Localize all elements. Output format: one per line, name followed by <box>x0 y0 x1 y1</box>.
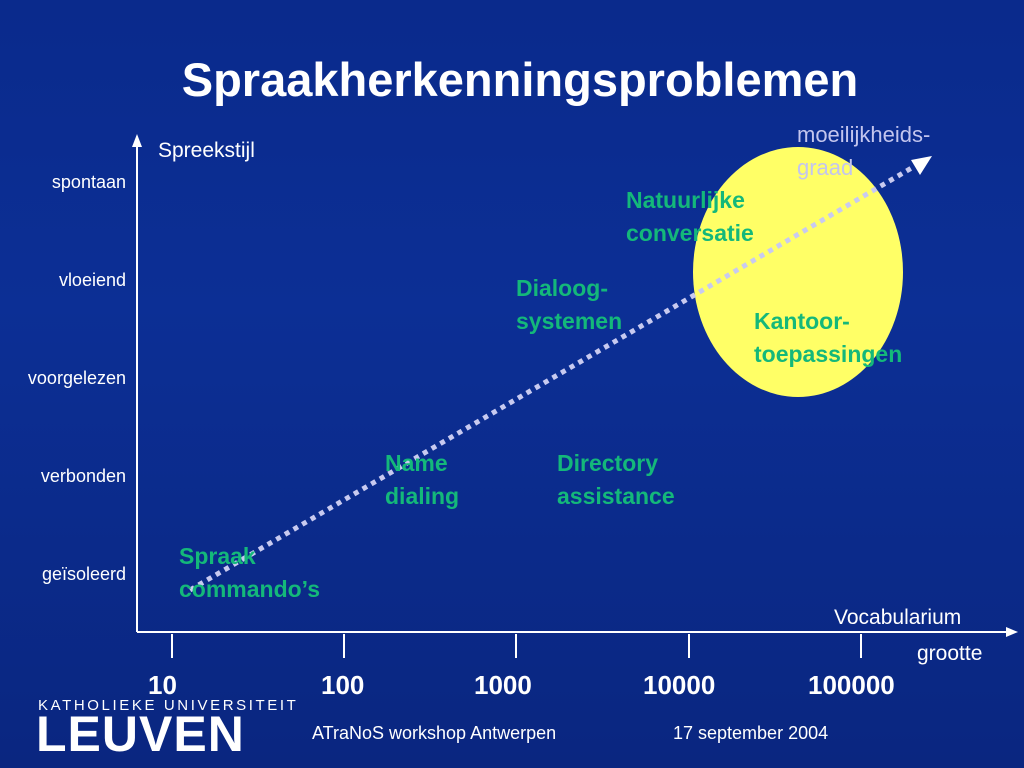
item-line: Dialoog- <box>516 275 608 301</box>
item-line: commando’s <box>179 576 321 602</box>
y-level-label: spontaan <box>51 172 126 192</box>
y-level-label: geïsoleerd <box>41 564 126 584</box>
item-line: systemen <box>516 308 623 334</box>
x-tick-label: 1000 <box>474 670 532 700</box>
y-axis-arrowhead <box>132 134 142 147</box>
item-line: dialing <box>385 483 460 509</box>
difficulty-arrowhead <box>911 156 932 175</box>
item-line: conversatie <box>626 220 754 246</box>
item-line: assistance <box>557 483 675 509</box>
difficulty-label-line2: graad <box>797 155 854 180</box>
item-line: Name <box>385 450 448 476</box>
x-tick-label: 10 <box>148 670 177 700</box>
item-line: Spraak <box>179 543 256 569</box>
slide-title: Spraakherkenningsproblemen <box>181 53 859 106</box>
footer-event: ATraNoS workshop Antwerpen <box>312 723 557 743</box>
item-name-dialing: Name dialing <box>385 447 459 513</box>
item-line: Directory <box>557 450 658 476</box>
y-level-label: vloeiend <box>58 270 126 290</box>
difficulty-label-line1: moeilijkheids- <box>797 122 931 147</box>
item-kantoor-toepassingen: Kantoor- toepassingen <box>754 305 902 371</box>
x-axis-title-line2: grootte <box>917 642 983 665</box>
item-spraak-commandos: Spraak commando’s <box>179 540 320 606</box>
y-level-label: verbonden <box>40 466 126 486</box>
y-axis-title: Spreekstijl <box>158 139 255 162</box>
y-level-label: voorgelezen <box>27 368 126 388</box>
item-dialoog-systemen: Dialoog- systemen <box>516 272 622 338</box>
x-axis-title: Vocabularium <box>834 606 962 629</box>
item-directory-assistance: Directory assistance <box>557 447 675 513</box>
x-tick-label: 100000 <box>808 670 895 700</box>
university-logo-top: KATHOLIEKE UNIVERSITEIT <box>38 697 299 714</box>
x-axis-arrowhead <box>1006 627 1018 637</box>
x-tick-label: 10000 <box>643 670 716 700</box>
item-line: Kantoor- <box>754 308 850 334</box>
x-tick-label: 100 <box>321 670 365 700</box>
footer-date: 17 september 2004 <box>673 723 829 743</box>
item-natuurlijke-conversatie: Natuurlijke conversatie <box>626 184 754 250</box>
item-line: toepassingen <box>754 341 903 367</box>
item-line: Natuurlijke <box>626 187 745 213</box>
university-logo-main: LEUVEN <box>36 706 245 762</box>
difficulty-label: moeilijkheids- graad <box>797 118 930 184</box>
highlight-ellipse <box>693 147 903 397</box>
